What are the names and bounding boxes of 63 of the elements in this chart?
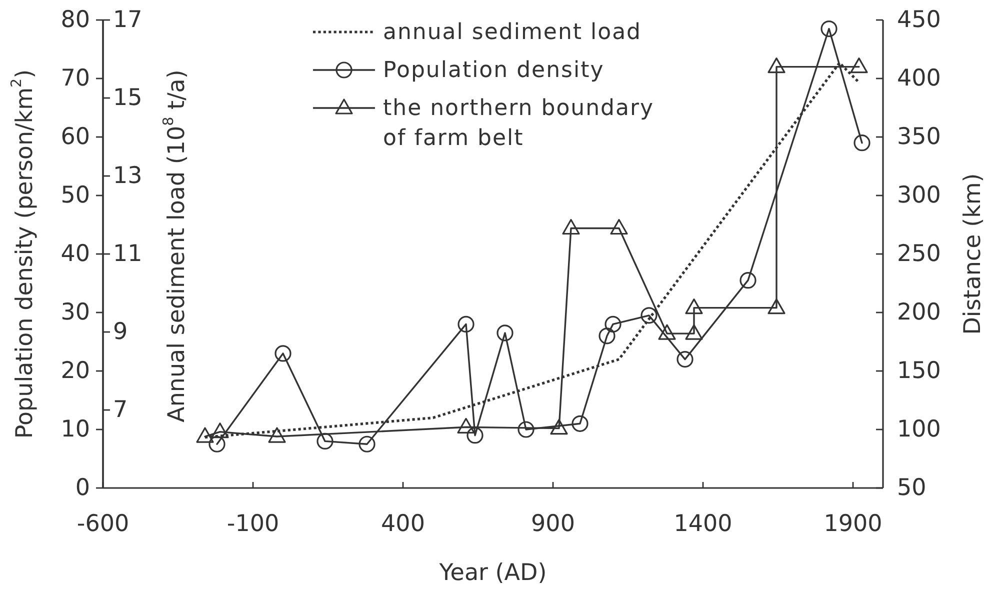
y2-tick-label: 200 [897,300,941,326]
point [518,421,534,438]
y2-tick-label: 400 [897,66,941,92]
point [820,20,838,38]
y-tick-label: 40 [60,241,90,267]
y-tick-label: 0 [75,475,90,501]
point [685,298,703,314]
y3-tick-label: 9 [113,319,128,345]
point [208,436,226,452]
x-axis-title: Year (AD) [438,560,547,586]
point [850,58,868,74]
y-tick-label: 30 [60,300,90,326]
point [496,324,514,342]
point [676,351,694,368]
point [458,316,474,332]
point [572,415,588,432]
x-tick-label: 400 [381,511,425,537]
x-tick-label: -600 [76,511,130,537]
point [610,218,628,235]
y2-tick-label: 250 [897,241,941,267]
legend-label: the northern boundary of farm belt [383,96,654,150]
x-tick-label: 1400 [674,511,732,537]
y3-tick-label: 17 [113,7,142,33]
point [854,134,870,152]
point [768,58,786,74]
y2-tick-label: 450 [897,7,941,33]
legend-label: Population density [383,58,604,82]
point [740,272,756,289]
point [768,298,786,314]
y3-tick-label: 7 [113,397,128,423]
point [640,307,658,324]
x-tick-label: 900 [531,511,575,537]
y-tick-label: 20 [60,358,90,384]
point [562,218,580,235]
y-tick-label: 60 [60,124,90,150]
point [685,324,703,340]
y3-tick-label: 11 [113,241,142,267]
y-tick-label: 70 [60,66,90,92]
point [316,432,334,450]
point [211,422,229,438]
point [274,345,292,362]
y2-tick-label: 100 [897,416,941,442]
point [268,427,286,443]
point [658,324,676,340]
point [466,427,484,444]
y2-axis-title: Distance (km) [960,173,986,335]
y2-tick-label: 300 [897,182,941,208]
y-tick-label: 80 [60,7,90,33]
point [550,419,568,435]
y3-tick-label: 15 [113,85,142,111]
legend-label: annual sediment load [383,20,642,44]
x-tick-label: 1900 [824,511,882,537]
y2-tick-label: 350 [897,124,941,150]
point [358,436,376,452]
y2-tick-label: 50 [897,475,926,501]
x-tick-label: -100 [226,511,280,537]
y-tick-label: 50 [60,182,90,208]
y-tick-label: 10 [60,416,90,442]
y3-tick-label: 13 [113,163,142,189]
point [457,418,475,434]
y2-tick-label: 150 [897,358,941,384]
point [604,316,622,332]
point [598,328,616,344]
